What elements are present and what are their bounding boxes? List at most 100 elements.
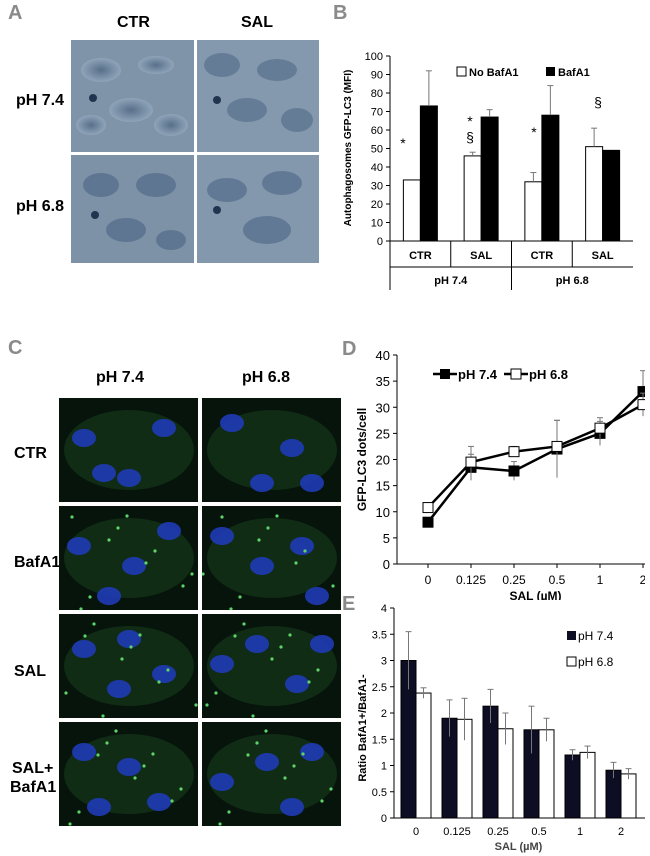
fluorescence-image [202, 506, 341, 610]
b-ytick-label: 30 [371, 181, 383, 193]
e-xtick-label: 2 [618, 826, 624, 838]
d-point [594, 422, 606, 434]
e-bar [415, 692, 432, 819]
b-category-label: CTR [531, 250, 554, 262]
d-ytick-label: 40 [376, 348, 390, 363]
d-legend-marker-ph74 [440, 369, 450, 379]
b-bar [419, 105, 438, 242]
b-bar [524, 181, 543, 242]
d-ytick-label: 0 [383, 557, 390, 572]
e-ytick-label: 2.5 [372, 682, 387, 694]
d-legend-label-ph68: pH 6.8 [529, 367, 568, 382]
panel-c-letter: C [8, 337, 23, 359]
d-point [422, 516, 434, 528]
e-bar [538, 729, 555, 819]
panel-b-letter: B [333, 2, 348, 24]
d-legend-marker-ph68 [510, 368, 522, 380]
fluorescence-image [59, 614, 198, 718]
b-ytick-label: 80 [371, 88, 383, 100]
e-bar [620, 773, 637, 819]
d-xtick-label: 0.125 [456, 573, 486, 587]
d-point [551, 440, 563, 452]
d-point [465, 456, 477, 468]
e-ytick-label: 0 [381, 813, 387, 825]
b-legend-label-nobafa1: No BafA1 [469, 67, 519, 79]
fluorescence-image [202, 398, 341, 502]
panel-c-col-label-ph74: pH 7.4 [96, 369, 145, 386]
panel-c-col-label-ph68: pH 6.8 [242, 369, 291, 386]
b-ytick-label: 100 [365, 51, 383, 63]
b-ytick-label: 40 [371, 162, 383, 174]
b-bar [541, 114, 560, 242]
panel-a-row-label-ph74: pH 7.4 [16, 92, 65, 109]
e-xtick-label: 0 [413, 826, 419, 838]
b-ylabel: Autophagosomes GFP-LC3 (MFI) [343, 70, 354, 227]
e-xtick-label: 0.25 [487, 826, 508, 838]
panel-a-col-label-ctr: CTR [117, 14, 150, 31]
b-ytick-label: 10 [371, 218, 383, 230]
b-legend-swatch-bafa1 [546, 67, 555, 76]
micrograph-a-sal-ph74 [197, 40, 319, 152]
e-legend-label-ph74: pH 7.4 [578, 629, 614, 643]
e-ytick-label: 1 [381, 761, 387, 773]
d-ytick-label: 35 [376, 374, 390, 389]
e-legend-swatch-ph74 [567, 631, 576, 640]
b-ytick-label: 0 [377, 236, 383, 248]
panel-a-letter: A [8, 2, 23, 24]
e-ytick-label: 1.5 [372, 734, 387, 746]
b-ytick-label: 60 [371, 125, 383, 137]
b-significance-mark: * [467, 113, 473, 129]
micrograph-a-ctr-ph74 [71, 40, 194, 152]
b-bar [463, 155, 482, 242]
b-category-label: SAL [470, 250, 492, 262]
d-point [637, 386, 645, 398]
e-legend-label-ph68: pH 6.8 [578, 655, 614, 669]
d-ytick-label: 15 [376, 479, 390, 494]
d-ylabel: GFP-LC3 dots/cell [355, 408, 369, 511]
d-xtick-label: 0.25 [502, 573, 526, 587]
e-ytick-label: 3.5 [372, 629, 387, 641]
b-ytick-label: 70 [371, 107, 383, 119]
panel-c-row-label-sal: SAL [14, 663, 46, 680]
b-significance-mark: § [466, 129, 474, 145]
fluorescence-image [59, 506, 198, 610]
b-ytick-label: 90 [371, 70, 383, 82]
d-point [422, 502, 434, 514]
d-point [637, 399, 645, 411]
e-xtick-label: 0.5 [531, 826, 546, 838]
panel-c-row-label-sal-plus: SAL+ [12, 760, 54, 777]
e-ylabel: Ratio BafA1+/BafA1- [357, 674, 369, 782]
fluorescence-image [59, 722, 198, 826]
d-ytick-label: 5 [383, 531, 390, 546]
b-bar [602, 149, 621, 242]
d-xtick-label: 1 [597, 573, 604, 587]
b-bar [480, 116, 499, 242]
e-ytick-label: 0.5 [372, 787, 387, 799]
fluorescence-image [202, 722, 341, 826]
b-group-label: pH 6.8 [556, 275, 589, 287]
d-point [508, 465, 520, 477]
b-group-label: pH 7.4 [434, 275, 468, 287]
e-bar [579, 751, 596, 819]
b-category-label: CTR [409, 250, 432, 262]
b-significance-mark: § [594, 94, 602, 110]
d-xtick-label: 0 [425, 573, 432, 587]
b-category-label: SAL [592, 250, 614, 262]
d-xtick-label: 0.5 [549, 573, 566, 587]
b-bar [585, 146, 604, 242]
e-xtick-label: 1 [577, 826, 583, 838]
panel-c-row-label-bafa1-2: BafA1 [10, 779, 57, 796]
d-series-line [427, 390, 644, 523]
d-ytick-label: 20 [376, 453, 390, 468]
panel-d-letter: D [342, 338, 357, 360]
b-legend-swatch-nobafa1 [456, 66, 467, 77]
e-legend-swatch-ph68 [566, 656, 577, 667]
d-ytick-label: 10 [376, 505, 390, 520]
e-ytick-label: 2 [381, 708, 387, 720]
micrograph-a-sal-ph68 [197, 155, 319, 263]
e-ytick-label: 4 [381, 603, 387, 615]
chart-d: 0 5 10 15 20 25 30 35 40 0 0.125 0.25 0.5 1 2 SAL (µM) G… [355, 348, 645, 600]
fluorescence-image [202, 614, 341, 718]
chart-b: 0 10 20 30 40 50 60 70 80 90 100 Autophagosomes GFP… [343, 51, 633, 290]
panel-a-col-label-sal: SAL [241, 14, 273, 31]
